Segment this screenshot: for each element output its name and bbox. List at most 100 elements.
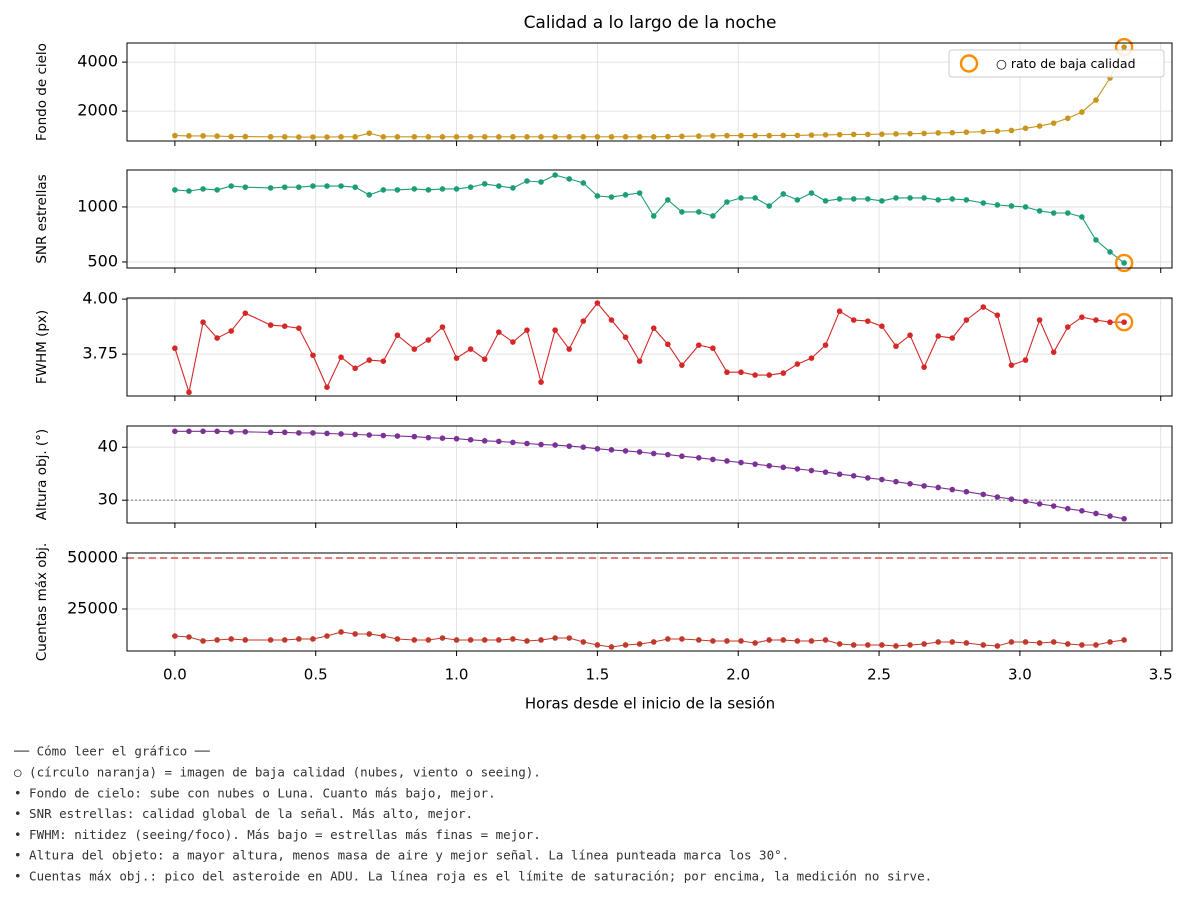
legend-label: ○ rato de baja calidad	[996, 56, 1136, 71]
data-point	[394, 134, 401, 140]
data-point	[242, 133, 249, 140]
data-point	[394, 433, 401, 439]
data-point	[963, 197, 970, 203]
data-point	[552, 134, 558, 140]
data-point	[267, 322, 274, 328]
data-point	[1064, 641, 1071, 647]
data-point	[186, 133, 192, 139]
data-point	[836, 471, 843, 478]
series-line	[174, 302, 1125, 395]
data-point	[1121, 260, 1127, 266]
data-point	[808, 467, 815, 474]
data-point	[439, 324, 446, 330]
data-point	[822, 198, 829, 204]
data-point	[310, 430, 316, 436]
data-point	[665, 133, 671, 140]
data-point	[200, 133, 206, 139]
data-point	[738, 369, 744, 376]
data-point	[338, 629, 344, 635]
x-tick-label: 0.5	[304, 666, 328, 684]
data-point	[228, 328, 235, 334]
data-point	[267, 134, 274, 140]
data-point	[766, 637, 773, 643]
data-point	[622, 192, 629, 198]
data-point	[780, 370, 787, 376]
data-point	[172, 132, 178, 139]
series-line	[174, 430, 1125, 520]
data-point	[594, 134, 601, 140]
data-point	[366, 631, 373, 637]
series-line	[174, 174, 1125, 264]
y-tick-label: 30	[98, 490, 118, 509]
low-quality-marker	[1114, 253, 1134, 273]
data-point	[394, 332, 401, 339]
data-point	[879, 476, 885, 483]
data-point	[836, 308, 843, 315]
data-point	[850, 317, 857, 323]
data-point	[510, 185, 516, 191]
data-point	[752, 461, 758, 467]
data-point	[228, 429, 235, 435]
data-point	[467, 637, 474, 643]
note-line: • Cuentas máx obj.: pico del asteroide e…	[14, 869, 932, 884]
data-point	[214, 335, 220, 341]
data-point	[1050, 503, 1057, 509]
data-point	[566, 176, 573, 182]
axes-frame	[126, 552, 1173, 652]
data-point	[1064, 505, 1071, 512]
data-point	[850, 473, 857, 479]
data-point	[242, 184, 249, 190]
data-point	[1064, 210, 1071, 216]
data-point	[524, 178, 530, 184]
data-point	[1050, 349, 1057, 355]
data-point	[380, 187, 387, 193]
y-tick-label: 4.00	[82, 289, 118, 308]
data-point	[1022, 498, 1029, 505]
data-point	[366, 130, 373, 136]
data-point	[296, 325, 302, 331]
data-point	[439, 186, 446, 192]
data-point	[411, 637, 418, 643]
data-point	[1008, 496, 1015, 502]
data-point	[200, 428, 206, 435]
data-point	[710, 638, 716, 644]
data-point	[695, 342, 702, 348]
data-point	[366, 432, 373, 438]
data-point	[538, 441, 544, 448]
y-axis-label: Cuentas máx obj.	[34, 543, 50, 661]
data-point	[738, 132, 744, 139]
data-point	[752, 195, 758, 201]
data-point	[510, 439, 516, 446]
data-point	[679, 636, 685, 642]
note-line: • Fondo de cielo: sube con nubes o Luna.…	[14, 785, 496, 800]
data-point	[1079, 508, 1085, 514]
data-point	[1022, 204, 1029, 210]
data-point	[766, 203, 773, 209]
data-point	[352, 631, 358, 637]
data-point	[172, 187, 178, 193]
y-tick-label: 3.75	[82, 344, 118, 363]
data-point	[994, 312, 1001, 318]
data-point	[1079, 314, 1085, 320]
note-line: • SNR estrellas: calidad global de la se…	[14, 806, 473, 821]
data-point	[794, 132, 801, 139]
data-point	[752, 132, 758, 139]
data-point	[907, 642, 913, 648]
data-point	[695, 133, 702, 139]
data-point	[1121, 44, 1127, 50]
data-point	[907, 480, 913, 487]
data-point	[822, 469, 829, 475]
data-point	[907, 130, 913, 137]
data-point	[921, 483, 927, 489]
data-point	[496, 637, 502, 643]
data-point	[281, 323, 288, 329]
data-point	[1121, 319, 1127, 326]
data-point	[836, 196, 843, 202]
data-point	[921, 641, 927, 647]
data-point	[425, 434, 432, 441]
data-point	[738, 459, 744, 466]
data-point	[552, 635, 558, 641]
data-point	[879, 131, 885, 137]
data-point	[622, 334, 629, 341]
data-point	[352, 184, 358, 190]
